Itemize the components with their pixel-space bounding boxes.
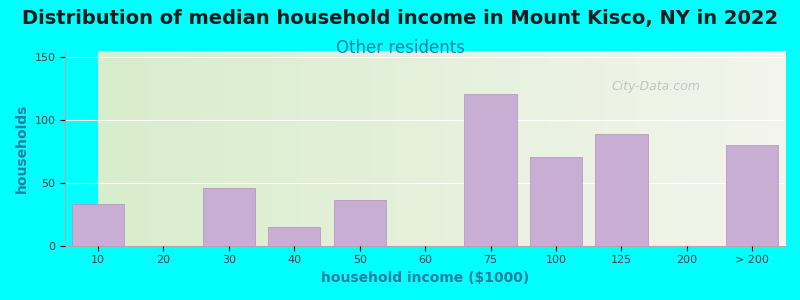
Bar (268, 227, 321, 246)
Bar (202, 188, 255, 246)
X-axis label: household income ($1000): household income ($1000) (321, 271, 530, 285)
Text: City-Data.com: City-Data.com (611, 80, 700, 92)
Text: Other residents: Other residents (335, 39, 465, 57)
Bar (595, 134, 647, 246)
Bar (334, 200, 386, 246)
Bar (726, 145, 778, 246)
Bar (72, 204, 124, 246)
Bar (530, 157, 582, 246)
Y-axis label: households: households (15, 104, 29, 193)
Bar (464, 94, 517, 246)
Text: Distribution of median household income in Mount Kisco, NY in 2022: Distribution of median household income … (22, 9, 778, 28)
